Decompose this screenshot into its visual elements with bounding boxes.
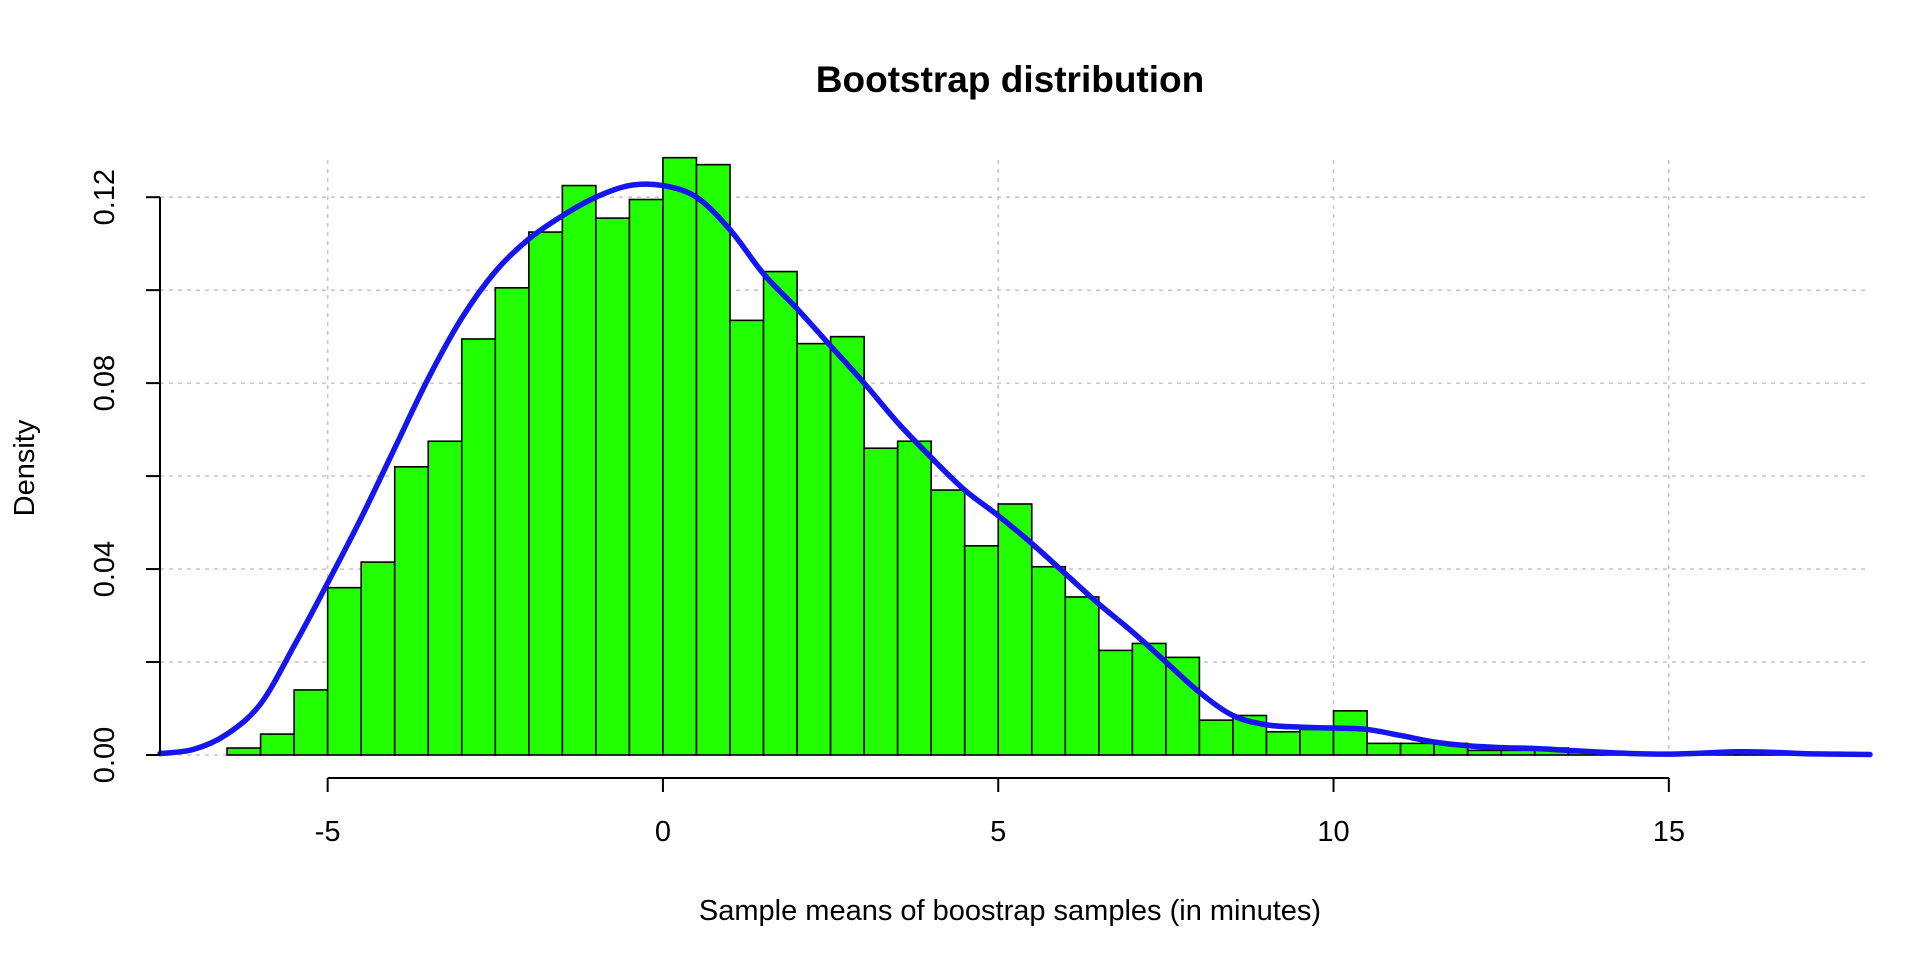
histogram-bar (1198, 719, 1234, 756)
y-tick-label: 0.12 (89, 169, 121, 225)
axes: 0.00 0.04 0.08 0.12 -5 0 5 10 15 (89, 169, 1685, 848)
x-tick-label: 5 (990, 816, 1006, 848)
histogram-bar (360, 561, 396, 756)
histogram-bar (460, 338, 497, 756)
histogram-bar (1299, 728, 1335, 756)
histogram-bar (863, 447, 899, 756)
density-curve (157, 181, 1873, 758)
histogram-bar (1332, 710, 1368, 756)
x-tick-label: 10 (1317, 816, 1349, 848)
histogram-bar (997, 503, 1033, 756)
histogram-bar (259, 733, 295, 756)
histogram-bar (1399, 742, 1435, 756)
histogram-bar (1466, 749, 1502, 756)
histogram-bar (628, 198, 664, 756)
y-tick-label: 0.08 (89, 355, 121, 411)
histogram-bar (427, 440, 463, 756)
x-tick-label: 0 (655, 816, 671, 848)
histogram-bar (494, 287, 530, 756)
histogram-bar (762, 270, 798, 756)
x-tick-label: -5 (315, 816, 341, 848)
histogram-bar (1064, 596, 1100, 756)
histogram-bars (226, 156, 1804, 756)
histogram-bar (1265, 730, 1301, 756)
histogram-bar (1030, 565, 1067, 756)
chart-title: Bootstrap distribution (816, 59, 1204, 100)
histogram-bar (1366, 742, 1402, 756)
histogram-bar (896, 440, 932, 756)
histogram-bar (930, 489, 966, 756)
y-axis-label: Density (9, 419, 41, 516)
histogram-bar (561, 184, 597, 756)
histogram-bar (829, 335, 865, 756)
histogram-bar (1165, 656, 1201, 756)
histogram-bar (226, 747, 262, 756)
histogram-bar (1098, 649, 1134, 756)
histogram-bar (528, 231, 564, 756)
histogram-bar (326, 586, 362, 756)
histogram-bar (796, 342, 832, 756)
density-curve-layer (157, 181, 1873, 758)
x-axis-label: Sample means of boostrap samples (in min… (699, 895, 1321, 927)
histogram-bar (662, 156, 698, 756)
y-tick-label: 0.04 (89, 541, 121, 597)
histogram-bar (393, 465, 430, 756)
x-tick-label: 15 (1653, 816, 1685, 848)
y-tick-label: 0.00 (89, 727, 121, 783)
histogram-bar (729, 319, 765, 756)
histogram-bar (595, 217, 631, 756)
histogram-bar (963, 545, 1000, 756)
histogram-bar (695, 163, 731, 756)
histogram-bar (293, 689, 329, 756)
